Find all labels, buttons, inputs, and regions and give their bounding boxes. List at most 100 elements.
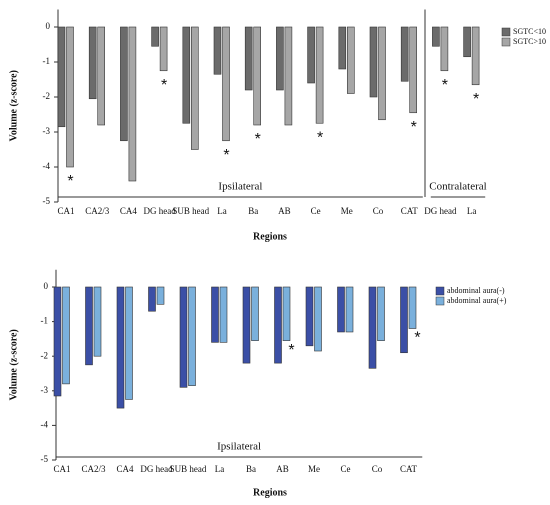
bar <box>88 26 97 100</box>
bar <box>148 286 156 312</box>
x-tick-label: Me <box>308 464 320 474</box>
bar <box>378 26 386 121</box>
x-tick-label: Ce <box>311 206 321 216</box>
bar <box>128 26 137 182</box>
y-tick-label: -5 <box>43 196 51 206</box>
y-tick-label: -3 <box>43 126 51 136</box>
x-tick-label: SUB head <box>170 464 207 474</box>
legend-swatch <box>435 296 445 306</box>
bar <box>463 26 471 58</box>
bar <box>307 26 315 84</box>
y-axis-label: Volume (z-score) <box>8 329 19 400</box>
significance-marker: * <box>473 91 479 108</box>
bar <box>53 286 62 397</box>
bar <box>471 26 480 86</box>
bar <box>57 26 66 128</box>
x-tick-label: CA1 <box>53 464 70 474</box>
legend-label: abdominal aura(+) <box>447 296 507 305</box>
x-tick-label: CA4 <box>120 206 138 216</box>
bar <box>242 286 251 364</box>
bar <box>400 286 408 354</box>
y-tick-label: -1 <box>41 316 49 326</box>
legend-label: SGTC<10 <box>513 27 546 36</box>
x-tick-label: Co <box>373 206 384 216</box>
x-tick-label: CAT <box>401 206 419 216</box>
x-tick-label: CA4 <box>116 464 134 474</box>
x-tick-label: Ce <box>341 464 351 474</box>
x-axis-label: Regions <box>253 231 287 242</box>
group-label: Ipsilateral <box>217 441 261 453</box>
bar <box>369 26 378 98</box>
x-tick-label: Me <box>341 206 353 216</box>
bar <box>219 286 228 343</box>
legend-swatch <box>501 27 511 37</box>
bar <box>276 26 284 91</box>
x-tick-label: La <box>217 206 227 216</box>
bar <box>244 26 253 91</box>
x-tick-label: AB <box>276 464 289 474</box>
y-tick-label: -1 <box>43 56 51 66</box>
bar <box>345 286 354 333</box>
legend-swatch <box>501 37 511 47</box>
bar <box>314 286 322 352</box>
bar <box>368 286 377 369</box>
y-tick-label: 0 <box>44 281 49 291</box>
x-tick-label: Ba <box>248 206 258 216</box>
bar <box>211 286 219 343</box>
group-label: Ipsilateral <box>218 181 262 193</box>
x-tick-label: DG head <box>140 464 173 474</box>
significance-marker: * <box>255 131 261 148</box>
bar <box>440 26 449 72</box>
bar <box>274 286 282 364</box>
x-tick-label: CA2/3 <box>81 464 106 474</box>
bar <box>97 26 105 126</box>
significance-marker: * <box>223 147 229 164</box>
bar <box>315 26 324 124</box>
bar <box>159 26 168 72</box>
bar <box>116 286 125 409</box>
bar <box>282 286 291 341</box>
x-tick-label: CA1 <box>57 206 74 216</box>
bar <box>408 286 417 329</box>
group-label: Contralateral <box>429 181 486 193</box>
significance-marker: * <box>411 119 417 136</box>
bar <box>409 26 418 114</box>
x-tick-label: DG head <box>424 206 457 216</box>
bar <box>377 286 385 341</box>
bar <box>305 286 314 347</box>
x-tick-label: AB <box>278 206 291 216</box>
x-tick-label: Co <box>372 464 383 474</box>
y-tick-label: -2 <box>43 91 51 101</box>
y-axis-label: Volume (z-score) <box>8 70 19 141</box>
bar <box>213 26 222 75</box>
y-tick-label: -4 <box>43 161 51 171</box>
bar <box>125 286 133 400</box>
x-tick-label: CAT <box>400 464 418 474</box>
x-tick-label: La <box>467 206 477 216</box>
bar <box>62 286 70 385</box>
significance-marker: * <box>317 129 323 146</box>
y-tick-label: -5 <box>41 454 49 464</box>
bar <box>85 286 93 366</box>
bar <box>151 26 159 47</box>
y-tick-label: -2 <box>41 350 49 360</box>
bar <box>191 26 199 150</box>
bar <box>346 26 355 94</box>
bar <box>432 26 440 47</box>
x-axis-label: Regions <box>253 487 287 498</box>
legend-label: abdominal aura(-) <box>447 286 505 295</box>
significance-marker: * <box>442 77 448 94</box>
bar <box>179 286 188 388</box>
legend-label: SGTC>10 <box>513 37 546 46</box>
bar <box>253 26 261 126</box>
bar <box>284 26 293 126</box>
x-tick-label: La <box>215 464 225 474</box>
y-tick-label: -4 <box>41 419 49 429</box>
bar <box>400 26 409 82</box>
x-tick-label: DG head <box>143 206 176 216</box>
x-tick-label: SUB head <box>172 206 209 216</box>
bar <box>188 286 196 386</box>
significance-marker: * <box>161 77 167 94</box>
bar <box>338 26 347 70</box>
